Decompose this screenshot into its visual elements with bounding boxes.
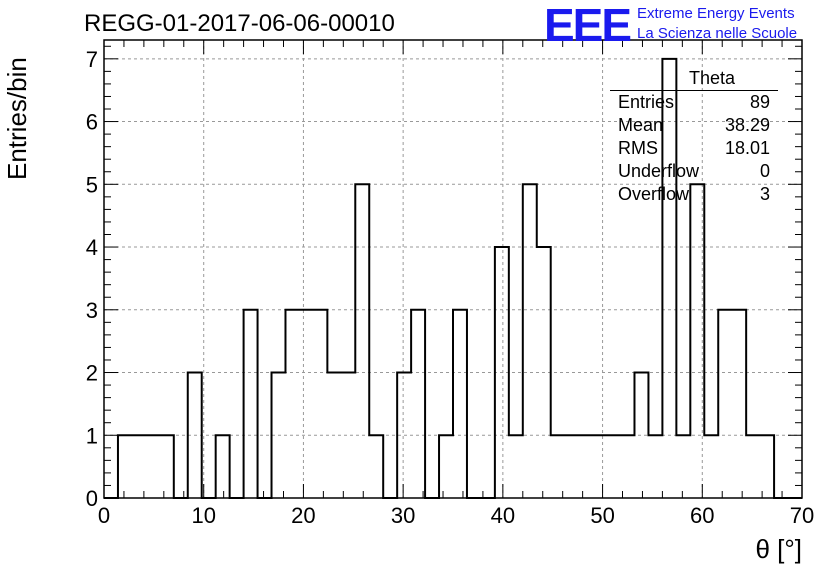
x-tick-label: 20: [291, 503, 315, 528]
chart-title: REGG-01-2017-06-06-00010: [84, 10, 395, 37]
stats-label: Mean: [618, 115, 664, 135]
y-tick-label: 6: [86, 110, 98, 135]
stats-row-rms: RMS 18.01: [610, 137, 778, 160]
x-tick-label: 70: [790, 503, 814, 528]
x-tick-label: 50: [590, 503, 614, 528]
y-tick-label: 5: [86, 172, 98, 197]
stats-title: Theta: [610, 68, 778, 91]
stats-value: 3: [759, 184, 770, 204]
histogram-series: [104, 57, 802, 499]
stats-label: RMS: [618, 138, 658, 158]
y-axis-label-wrap: Entries/bin: [2, 57, 42, 180]
stats-row-underflow: Underflow 0: [610, 160, 778, 183]
x-tick-label: 0: [98, 503, 110, 528]
x-tick-label: 60: [690, 503, 714, 528]
stats-row-overflow: Overflow 3: [610, 183, 778, 206]
stats-row-entries: Entries 89: [610, 91, 778, 114]
y-tick-label: 0: [86, 486, 98, 511]
stats-box: Theta Entries 89 Mean 38.29 RMS 18.01 Un…: [610, 68, 778, 206]
y-tick-label: 7: [86, 47, 98, 72]
stats-label: Overflow: [618, 184, 690, 204]
eee-logo: EEE: [544, 0, 632, 51]
plot-frame: [103, 39, 803, 499]
logo-caption: Extreme Energy Events La Scienza nelle S…: [637, 4, 797, 44]
stats-value: 0: [759, 161, 770, 181]
logo-caption-line2: La Scienza nelle Scuole: [637, 25, 798, 42]
x-axis-label: θ [°]: [755, 534, 802, 564]
y-tick-label: 3: [86, 298, 98, 323]
logo-caption-line1: Extreme Energy Events: [637, 5, 795, 22]
stats-value: 18.01: [724, 138, 770, 158]
stats-value: 38.29: [724, 115, 770, 135]
stats-row-mean: Mean 38.29: [610, 114, 778, 137]
x-tick-label: 40: [491, 503, 515, 528]
y-tick-label: 2: [86, 361, 98, 386]
stats-value: 89: [749, 92, 770, 112]
y-axis-label: Entries/bin: [2, 57, 32, 180]
axis-ticks: [103, 40, 803, 499]
stats-label: Entries: [618, 92, 675, 112]
y-tick-label: 1: [86, 423, 98, 448]
x-tick-label: 10: [191, 503, 215, 528]
y-tick-label: 4: [86, 235, 98, 260]
stats-label: Underflow: [618, 161, 700, 181]
x-tick-label: 30: [391, 503, 415, 528]
